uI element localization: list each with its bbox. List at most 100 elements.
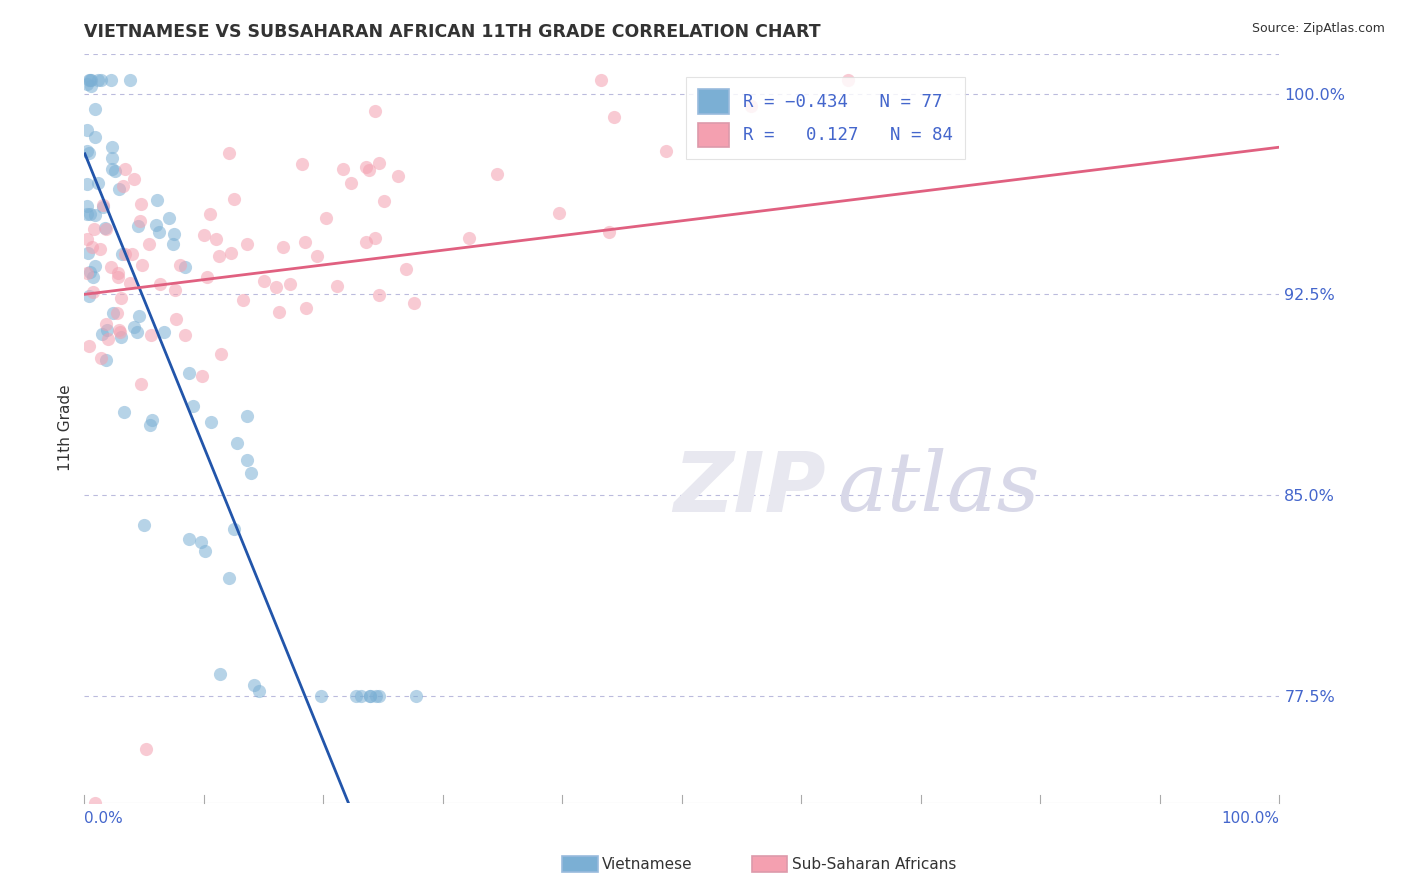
Point	[177, 366, 200, 380]
Point	[191, 369, 214, 384]
Text: Sub-Saharan Africans: Sub-Saharan Africans	[792, 857, 956, 871]
Point	[101, 139, 124, 153]
Point	[548, 205, 571, 219]
Point	[90, 326, 112, 341]
Point	[110, 325, 132, 339]
Point	[366, 689, 388, 703]
Point	[77, 145, 100, 160]
Point	[97, 332, 120, 346]
Point	[128, 310, 150, 324]
Point	[96, 323, 118, 337]
Point	[118, 277, 141, 291]
Point	[363, 103, 385, 118]
Point	[340, 176, 363, 190]
Point	[87, 73, 110, 87]
Text: 0.0%: 0.0%	[84, 811, 124, 826]
Point	[458, 231, 481, 245]
Point	[76, 77, 98, 91]
Point	[76, 232, 98, 246]
Point	[253, 274, 276, 288]
Point	[295, 301, 318, 315]
Point	[163, 227, 186, 241]
Legend: R = −0.434   N = 77, R =   0.127   N = 84: R = −0.434 N = 77, R = 0.127 N = 84	[686, 78, 965, 160]
Point	[91, 198, 114, 212]
Point	[79, 73, 101, 87]
Point	[100, 73, 122, 87]
Point	[139, 328, 162, 343]
Point	[128, 213, 150, 227]
Point	[94, 221, 117, 235]
Point	[107, 182, 129, 196]
Point	[315, 211, 337, 225]
Point	[190, 535, 212, 549]
Point	[148, 225, 170, 239]
Point	[145, 218, 167, 232]
Text: atlas: atlas	[838, 448, 1039, 528]
Point	[122, 320, 145, 334]
Point	[157, 211, 180, 225]
Point	[94, 222, 117, 236]
Text: VIETNAMESE VS SUBSAHARAN AFRICAN 11TH GRADE CORRELATION CHART: VIETNAMESE VS SUBSAHARAN AFRICAN 11TH GR…	[84, 23, 821, 41]
Point	[90, 73, 112, 87]
Point	[247, 684, 270, 698]
Point	[703, 93, 725, 107]
Point	[218, 145, 240, 160]
Point	[269, 305, 291, 319]
Point	[110, 330, 132, 344]
Point	[169, 258, 191, 272]
Point	[79, 289, 101, 303]
Point	[208, 666, 231, 681]
Point	[218, 570, 240, 584]
Point	[100, 260, 122, 274]
Point	[364, 230, 387, 244]
Point	[129, 376, 152, 391]
Point	[740, 99, 762, 113]
Text: Vietnamese: Vietnamese	[602, 857, 692, 871]
Point	[193, 227, 215, 242]
Point	[83, 130, 105, 145]
Point	[80, 79, 103, 94]
Point	[83, 260, 105, 274]
Point	[332, 162, 354, 177]
Point	[305, 250, 328, 264]
Point	[486, 167, 509, 181]
Point	[194, 543, 217, 558]
Point	[359, 689, 381, 703]
Point	[83, 221, 105, 235]
Point	[112, 178, 135, 193]
Point	[598, 225, 620, 239]
Point	[111, 247, 134, 261]
Point	[104, 163, 127, 178]
Point	[107, 266, 129, 280]
Point	[162, 236, 184, 251]
Point	[101, 161, 124, 176]
Point	[112, 404, 135, 418]
Point	[177, 533, 200, 547]
Point	[84, 208, 107, 222]
Point	[131, 197, 153, 211]
Point	[387, 169, 409, 183]
Point	[135, 742, 157, 756]
Point	[205, 232, 228, 246]
Point	[368, 287, 391, 301]
Point	[222, 193, 245, 207]
Point	[134, 518, 156, 533]
Point	[108, 323, 131, 337]
Point	[243, 678, 266, 692]
Point	[208, 249, 231, 263]
Point	[236, 237, 259, 252]
Point	[77, 339, 100, 353]
Point	[152, 325, 174, 339]
Point	[278, 277, 301, 291]
Point	[101, 306, 124, 320]
Point	[107, 269, 129, 284]
Point	[76, 144, 98, 158]
Point	[76, 123, 98, 137]
Point	[89, 243, 111, 257]
Point	[110, 291, 132, 305]
Point	[79, 73, 101, 87]
Point	[200, 207, 222, 221]
Point	[368, 689, 391, 703]
Point	[240, 467, 263, 481]
Point	[79, 206, 101, 220]
